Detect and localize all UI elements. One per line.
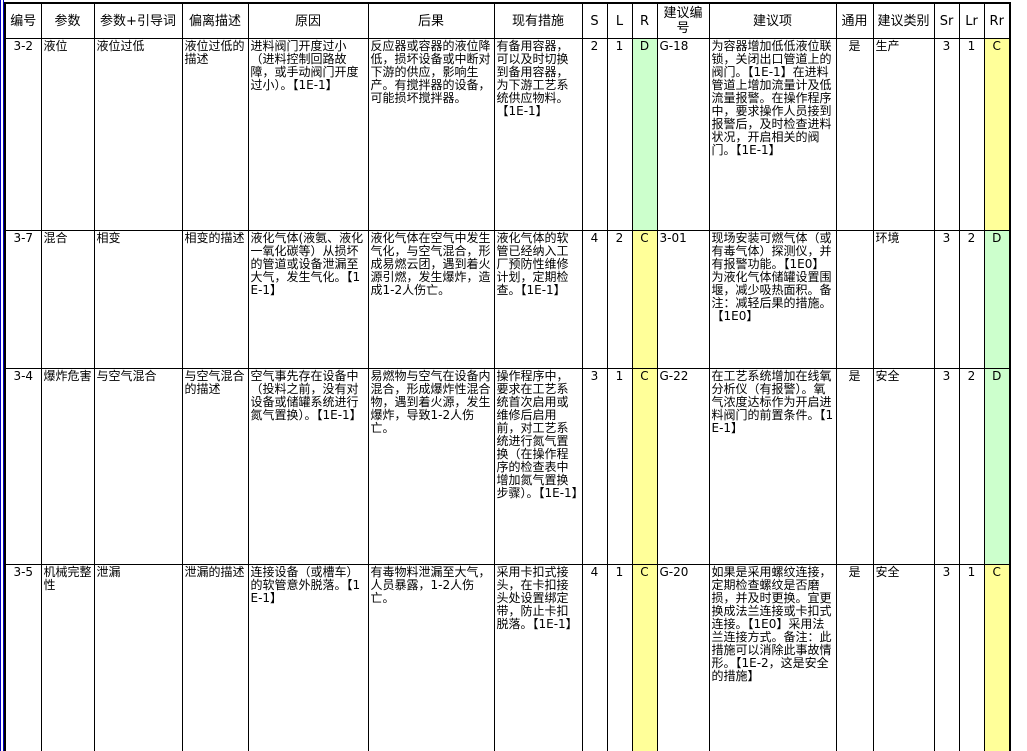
cell-cause[interactable]: 连接设备（或槽车）的软管意外脱落。【1E-1】 [247, 564, 369, 751]
cell-suggestion[interactable]: 为容器增加低低液位联锁，关闭出口管道上的阀门。【1E-1】在进料管道上增加流量计… [708, 38, 837, 231]
cell-param_guide[interactable]: 液位过低 [93, 38, 183, 231]
cell-measures[interactable]: 操作程序中，要求在工艺系统首次启用或维修后启用前，对工艺系统进行氮气置换（在操作… [493, 368, 583, 565]
column-header-deviation: 偏离描述 [181, 2, 249, 39]
cell-sr[interactable]: 3 [933, 368, 960, 565]
cell-sr[interactable]: 3 [933, 564, 960, 751]
cell-param[interactable]: 混合 [40, 230, 95, 369]
column-header-param: 参数 [40, 2, 95, 39]
cell-general[interactable]: 是 [835, 564, 874, 751]
column-header-sug_cat: 建议类别 [872, 2, 935, 39]
cell-measures[interactable]: 液化气体的软管已经纳入工厂预防性维修计划，定期检查。【1E-1】 [493, 230, 583, 369]
column-header-sug_id: 建议编号 [656, 2, 710, 39]
cell-lr[interactable]: 1 [958, 38, 985, 231]
cell-general[interactable]: 是 [835, 38, 874, 231]
cell-measures[interactable]: 有备用容器，可以及时切换到备用容器，为下游工艺系统供应物料。【1E-1】 [493, 38, 583, 231]
cell-general[interactable]: 是 [835, 368, 874, 565]
cell-param_guide[interactable]: 泄漏 [93, 564, 183, 751]
cell-rr[interactable]: C [983, 564, 1011, 751]
cell-suggestion[interactable]: 在工艺系统增加在线氧分析仪（有报警）。氧气浓度达标作为开启进料阀门的前置条件。【… [708, 368, 837, 565]
cell-deviation[interactable]: 相变的描述 [181, 230, 249, 369]
cell-consequence[interactable]: 易燃物与空气在设备内混合，形成爆炸性混合物，遇到着火源，发生爆炸，导致1-2人伤… [367, 368, 495, 565]
cell-sug_cat[interactable]: 安全 [872, 564, 935, 751]
cell-id[interactable]: 3-7 [4, 230, 42, 369]
cell-param[interactable]: 机械完整性 [40, 564, 95, 751]
column-header-param_guide: 参数+引导词 [93, 2, 183, 39]
column-header-l: L [606, 2, 633, 39]
cell-rr[interactable]: C [983, 38, 1011, 231]
column-header-lr: Lr [958, 2, 985, 39]
cell-param_guide[interactable]: 相变 [93, 230, 183, 369]
cell-rr[interactable]: D [983, 230, 1011, 369]
cell-measures[interactable]: 采用卡扣式接头，在卡扣接头处设置绑定带，防止卡扣脱落。【1E-1】 [493, 564, 583, 751]
column-header-suggestion: 建议项 [708, 2, 837, 39]
cell-sug_id[interactable]: G-18 [656, 38, 710, 231]
cell-id[interactable]: 3-2 [4, 38, 42, 231]
column-header-measures: 现有措施 [493, 2, 583, 39]
cell-sug_id[interactable]: G-22 [656, 368, 710, 565]
cell-id[interactable]: 3-5 [4, 564, 42, 751]
column-header-id: 编号 [4, 2, 42, 39]
cell-param_guide[interactable]: 与空气混合 [93, 368, 183, 565]
cell-lr[interactable]: 1 [958, 564, 985, 751]
cell-general[interactable] [835, 230, 874, 369]
cell-consequence[interactable]: 液化气体在空气中发生气化，与空气混合，形成易燃云团，遇到着火源引燃，发生爆炸，造… [367, 230, 495, 369]
column-header-general: 通用 [835, 2, 874, 39]
column-header-consequence: 后果 [367, 2, 495, 39]
cell-sr[interactable]: 3 [933, 230, 960, 369]
table-row: 3-7 混合 相变 相变的描述 液化气体(液氨、液化一氧化碳等）从损坏的管道或设备泄漏至… [4, 230, 1011, 369]
cell-r[interactable]: C [631, 368, 658, 565]
cell-s[interactable]: 2 [581, 38, 608, 231]
cell-cause[interactable]: 空气事先存在设备中（投料之前，没有对设备或储罐系统进行氮气置换）。【1E-1】 [247, 368, 369, 565]
cell-suggestion[interactable]: 如果是采用螺纹连接，定期检查螺纹是否磨损，并及时更换。宜更换成法兰连接或卡扣式连… [708, 564, 837, 751]
cell-l[interactable]: 1 [606, 368, 633, 565]
column-header-rr: Rr [983, 2, 1011, 39]
table-row: 3-4 爆炸危害 与空气混合 与空气混合的描述 空气事先存在设备中（投料之前，没有对设备… [4, 368, 1011, 565]
cell-lr[interactable]: 2 [958, 368, 985, 565]
cell-deviation[interactable]: 泄漏的描述 [181, 564, 249, 751]
cell-l[interactable]: 2 [606, 230, 633, 369]
table-row: 3-5 机械完整性 泄漏 泄漏的描述 连接设备（或槽车）的软管意外脱落。【1E-1】 有毒… [4, 564, 1011, 751]
column-header-r: R [631, 2, 658, 39]
cell-sug_id[interactable]: G-20 [656, 564, 710, 751]
cell-consequence[interactable]: 有毒物料泄漏至大气，人员暴露，1-2人伤亡。 [367, 564, 495, 751]
cell-param[interactable]: 爆炸危害 [40, 368, 95, 565]
cell-sug_cat[interactable]: 生产 [872, 38, 935, 231]
cell-consequence[interactable]: 反应器或容器的液位降低，损坏设备或中断对下游的供应，影响生产。有搅拌器的设备，可… [367, 38, 495, 231]
cell-sug_cat[interactable]: 环境 [872, 230, 935, 369]
cell-deviation[interactable]: 液位过低的描述 [181, 38, 249, 231]
table-row: 3-2 液位 液位过低 液位过低的描述 进料阀门开度过小（进料控制回路故障，或手动阀门开… [4, 38, 1011, 231]
cell-id[interactable]: 3-4 [4, 368, 42, 565]
cell-sr[interactable]: 3 [933, 38, 960, 231]
cell-r[interactable]: C [631, 564, 658, 751]
cell-rr[interactable]: D [983, 368, 1011, 565]
cell-param[interactable]: 液位 [40, 38, 95, 231]
cell-s[interactable]: 4 [581, 564, 608, 751]
cell-s[interactable]: 3 [581, 368, 608, 565]
cell-l[interactable]: 1 [606, 564, 633, 751]
cell-lr[interactable]: 2 [958, 230, 985, 369]
window-left-edge [0, 0, 4, 751]
cell-sug_cat[interactable]: 安全 [872, 368, 935, 565]
hazop-table: 编号 参数 参数+引导词 偏离描述 原因 后果 现有措施 S L R 建议编号 建议项 通用 建议类别 Sr… [4, 2, 1011, 751]
column-header-s: S [581, 2, 608, 39]
cell-s[interactable]: 4 [581, 230, 608, 369]
cell-l[interactable]: 1 [606, 38, 633, 231]
cell-r[interactable]: D [631, 38, 658, 231]
cell-r[interactable]: C [631, 230, 658, 369]
cell-sug_id[interactable]: 3-01 [656, 230, 710, 369]
cell-cause[interactable]: 液化气体(液氨、液化一氧化碳等）从损坏的管道或设备泄漏至大气，发生气化。【1E-… [247, 230, 369, 369]
cell-cause[interactable]: 进料阀门开度过小（进料控制回路故障，或手动阀门开度过小）。【1E-1】 [247, 38, 369, 231]
cell-deviation[interactable]: 与空气混合的描述 [181, 368, 249, 565]
column-header-sr: Sr [933, 2, 960, 39]
header-row: 编号 参数 参数+引导词 偏离描述 原因 后果 现有措施 S L R 建议编号 建议项 通用 建议类别 Sr… [4, 2, 1011, 39]
column-header-cause: 原因 [247, 2, 369, 39]
cell-suggestion[interactable]: 现场安装可燃气体（或有毒气体）探测仪，并有报警功能。【1E0】为液化气体储罐设置… [708, 230, 837, 369]
